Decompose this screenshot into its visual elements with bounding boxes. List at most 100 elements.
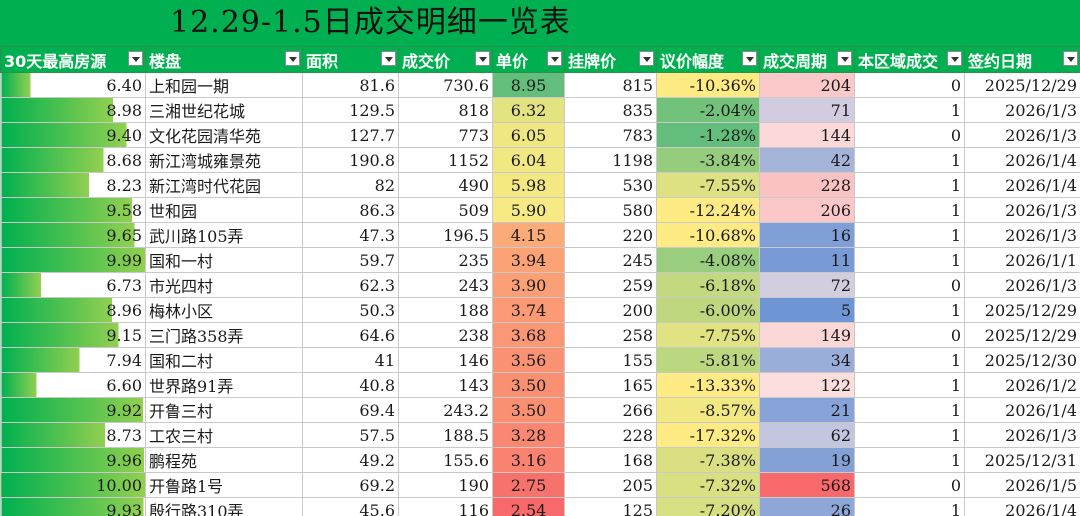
cell-list-price[interactable]: 205 <box>564 472 657 498</box>
cell-list-price[interactable]: 1198 <box>564 147 657 173</box>
cell-date[interactable]: 2025/12/31 <box>964 447 1080 473</box>
cell-date[interactable]: 2026/1/1 <box>964 247 1080 273</box>
cell-price[interactable]: 196.5 <box>398 222 493 248</box>
filter-dropdown-icon[interactable] <box>547 51 562 66</box>
cell-cycle[interactable]: 11 <box>759 247 855 273</box>
cell-price[interactable]: 238 <box>398 322 493 348</box>
cell-region[interactable]: 0 <box>854 472 965 498</box>
cell-name[interactable]: 三门路358弄 <box>145 322 303 348</box>
cell-date[interactable]: 2026/1/3 <box>964 97 1080 123</box>
cell-max30[interactable]: 6.60 <box>0 372 146 398</box>
cell-date[interactable]: 2025/12/29 <box>964 322 1080 348</box>
cell-bargain[interactable]: -7.55% <box>656 172 760 198</box>
filter-dropdown-icon[interactable] <box>285 51 300 66</box>
cell-name[interactable]: 国和二村 <box>145 347 303 373</box>
cell-name[interactable]: 开鲁三村 <box>145 397 303 423</box>
cell-date[interactable]: 2026/1/3 <box>964 197 1080 223</box>
cell-max30[interactable]: 8.68 <box>0 147 146 173</box>
cell-name[interactable]: 文化花园清华苑 <box>145 122 303 148</box>
cell-unit-price[interactable]: 3.50 <box>492 372 565 398</box>
cell-list-price[interactable]: 783 <box>564 122 657 148</box>
cell-name[interactable]: 殷行路310弄 <box>145 497 303 516</box>
cell-bargain[interactable]: -3.84% <box>656 147 760 173</box>
cell-list-price[interactable]: 580 <box>564 197 657 223</box>
cell-name[interactable]: 新江湾城雍景苑 <box>145 147 303 173</box>
cell-max30[interactable]: 9.99 <box>0 247 146 273</box>
cell-unit-price[interactable]: 8.95 <box>492 72 565 98</box>
cell-list-price[interactable]: 125 <box>564 497 657 516</box>
cell-bargain[interactable]: -8.57% <box>656 397 760 423</box>
filter-dropdown-icon[interactable] <box>128 51 143 66</box>
cell-name[interactable]: 市光四村 <box>145 272 303 298</box>
cell-unit-price[interactable]: 3.94 <box>492 247 565 273</box>
cell-max30[interactable]: 10.00 <box>0 472 146 498</box>
cell-unit-price[interactable]: 3.16 <box>492 447 565 473</box>
cell-bargain[interactable]: -7.32% <box>656 472 760 498</box>
cell-cycle[interactable]: 149 <box>759 322 855 348</box>
cell-unit-price[interactable]: 3.68 <box>492 322 565 348</box>
cell-unit-price[interactable]: 3.74 <box>492 297 565 323</box>
cell-name[interactable]: 梅林小区 <box>145 297 303 323</box>
cell-name[interactable]: 鹏程苑 <box>145 447 303 473</box>
cell-area[interactable]: 45.6 <box>302 497 399 516</box>
cell-bargain[interactable]: -6.00% <box>656 297 760 323</box>
cell-date[interactable]: 2025/12/30 <box>964 347 1080 373</box>
cell-unit-price[interactable]: 6.05 <box>492 122 565 148</box>
cell-date[interactable]: 2026/1/2 <box>964 372 1080 398</box>
cell-price[interactable]: 143 <box>398 372 493 398</box>
cell-max30[interactable]: 7.94 <box>0 347 146 373</box>
cell-name[interactable]: 开鲁路1号 <box>145 472 303 498</box>
cell-region[interactable]: 1 <box>854 422 965 448</box>
cell-bargain[interactable]: -2.04% <box>656 97 760 123</box>
cell-list-price[interactable]: 155 <box>564 347 657 373</box>
cell-bargain[interactable]: -10.36% <box>656 72 760 98</box>
cell-max30[interactable]: 9.92 <box>0 397 146 423</box>
cell-cycle[interactable]: 5 <box>759 297 855 323</box>
cell-date[interactable]: 2026/1/4 <box>964 497 1080 516</box>
cell-region[interactable]: 1 <box>854 497 965 516</box>
cell-region[interactable]: 0 <box>854 72 965 98</box>
cell-area[interactable]: 47.3 <box>302 222 399 248</box>
cell-bargain[interactable]: -5.81% <box>656 347 760 373</box>
filter-dropdown-icon[interactable] <box>837 51 852 66</box>
cell-price[interactable]: 490 <box>398 172 493 198</box>
cell-bargain[interactable]: -7.38% <box>656 447 760 473</box>
cell-unit-price[interactable]: 5.90 <box>492 197 565 223</box>
cell-area[interactable]: 41 <box>302 347 399 373</box>
cell-max30[interactable]: 9.96 <box>0 447 146 473</box>
cell-list-price[interactable]: 220 <box>564 222 657 248</box>
cell-region[interactable]: 1 <box>854 447 965 473</box>
cell-list-price[interactable]: 815 <box>564 72 657 98</box>
cell-area[interactable]: 49.2 <box>302 447 399 473</box>
cell-date[interactable]: 2026/1/3 <box>964 222 1080 248</box>
cell-area[interactable]: 81.6 <box>302 72 399 98</box>
cell-name[interactable]: 武川路105弄 <box>145 222 303 248</box>
cell-region[interactable]: 1 <box>854 297 965 323</box>
cell-area[interactable]: 86.3 <box>302 197 399 223</box>
cell-unit-price[interactable]: 3.56 <box>492 347 565 373</box>
cell-region[interactable]: 1 <box>854 222 965 248</box>
cell-date[interactable]: 2025/12/29 <box>964 72 1080 98</box>
cell-area[interactable]: 64.6 <box>302 322 399 348</box>
cell-max30[interactable]: 9.40 <box>0 122 146 148</box>
cell-price[interactable]: 235 <box>398 247 493 273</box>
cell-price[interactable]: 730.6 <box>398 72 493 98</box>
cell-unit-price[interactable]: 3.50 <box>492 397 565 423</box>
filter-dropdown-icon[interactable] <box>381 51 396 66</box>
cell-area[interactable]: 62.3 <box>302 272 399 298</box>
cell-name[interactable]: 三湘世纪花城 <box>145 97 303 123</box>
cell-price[interactable]: 188.5 <box>398 422 493 448</box>
cell-cycle[interactable]: 206 <box>759 197 855 223</box>
cell-max30[interactable]: 9.15 <box>0 322 146 348</box>
cell-name[interactable]: 工农三村 <box>145 422 303 448</box>
cell-date[interactable]: 2026/1/3 <box>964 122 1080 148</box>
cell-unit-price[interactable]: 3.90 <box>492 272 565 298</box>
cell-cycle[interactable]: 144 <box>759 122 855 148</box>
cell-date[interactable]: 2026/1/4 <box>964 172 1080 198</box>
cell-area[interactable]: 127.7 <box>302 122 399 148</box>
cell-name[interactable]: 世界路91弄 <box>145 372 303 398</box>
cell-region[interactable]: 0 <box>854 122 965 148</box>
cell-list-price[interactable]: 258 <box>564 322 657 348</box>
cell-price[interactable]: 116 <box>398 497 493 516</box>
cell-price[interactable]: 146 <box>398 347 493 373</box>
